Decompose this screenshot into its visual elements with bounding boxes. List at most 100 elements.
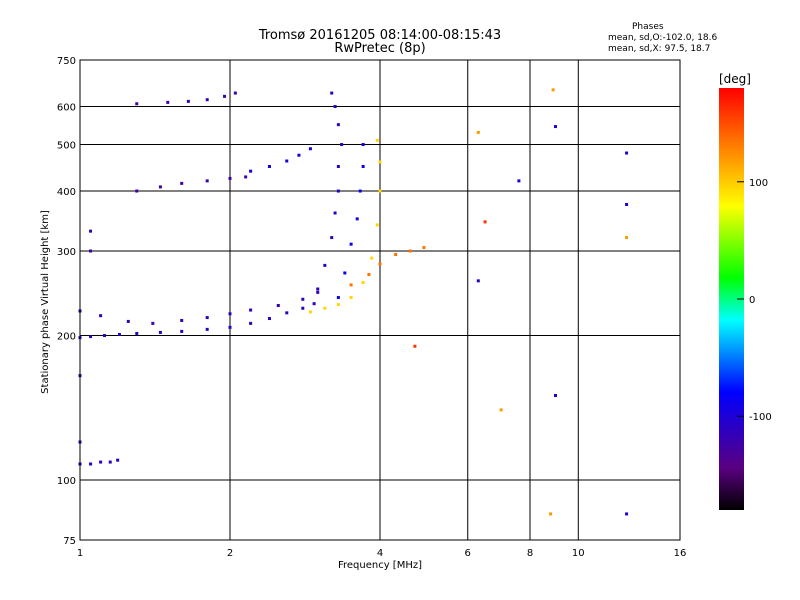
colorbar-tick-label: 100 <box>749 178 768 189</box>
data-point <box>117 332 121 336</box>
data-point <box>126 319 130 323</box>
data-point <box>205 327 209 331</box>
data-point <box>517 179 521 183</box>
y-axis-ticks: 75 100 200 300 400 500 600 750 <box>57 56 76 547</box>
x-axis-ticks: 1 2 4 6 8 10 16 <box>77 548 687 559</box>
data-point <box>333 105 337 109</box>
data-point <box>358 189 362 193</box>
y-tick-label: 100 <box>57 476 76 487</box>
data-point <box>549 512 553 516</box>
y-tick-label: 500 <box>57 141 76 152</box>
data-point <box>89 335 93 339</box>
data-point <box>361 143 365 147</box>
data-point <box>375 138 379 142</box>
x-axis-label: Frequency [MHz] <box>338 560 422 571</box>
data-point <box>625 512 629 516</box>
data-point <box>349 242 353 246</box>
data-point <box>625 202 629 206</box>
data-point <box>625 236 629 240</box>
y-tick-label: 75 <box>63 536 76 547</box>
data-point <box>186 99 190 103</box>
data-point <box>228 325 232 329</box>
x-tick-label: 2 <box>227 548 233 559</box>
data-point <box>349 283 353 287</box>
data-point <box>166 100 170 104</box>
data-points <box>78 88 629 516</box>
data-point <box>349 296 353 300</box>
data-point <box>228 312 232 316</box>
data-point <box>336 303 340 307</box>
data-point <box>378 160 382 164</box>
grid-lines <box>80 60 680 540</box>
data-point <box>408 249 412 253</box>
data-point <box>316 290 320 294</box>
chart-title: Tromsø 20161205 08:14:00-08:15:43 <box>258 28 502 43</box>
data-point <box>483 220 487 224</box>
data-point <box>308 310 312 314</box>
phases-heading: Phases <box>632 22 664 32</box>
data-point <box>180 318 184 322</box>
data-point <box>249 308 253 312</box>
x-tick-label: 4 <box>377 548 383 559</box>
data-point <box>308 147 312 151</box>
data-point <box>499 408 503 412</box>
data-point <box>336 189 340 193</box>
x-tick-label: 6 <box>465 548 471 559</box>
data-point <box>367 273 371 277</box>
data-point <box>378 189 382 193</box>
data-point <box>316 287 320 291</box>
data-point <box>361 280 365 284</box>
data-point <box>336 164 340 168</box>
colorbar-label: [deg] <box>719 72 751 86</box>
data-point <box>370 256 374 260</box>
colorbar-ticks: 100 0 -100 <box>737 178 772 423</box>
data-point <box>333 211 337 215</box>
data-point <box>301 306 305 310</box>
x-tick-label: 1 <box>77 548 83 559</box>
data-point <box>413 344 417 348</box>
data-point <box>108 460 112 464</box>
data-point <box>323 306 327 310</box>
data-point <box>301 297 305 301</box>
data-point <box>625 151 629 155</box>
data-point <box>99 314 103 318</box>
y-tick-label: 200 <box>57 332 76 343</box>
data-point <box>135 189 139 193</box>
phases-line-x: mean, sd,X: 97.5, 18.7 <box>608 44 711 54</box>
data-point <box>249 169 253 173</box>
data-point <box>223 94 227 98</box>
data-point <box>553 394 557 398</box>
data-point <box>355 217 359 221</box>
data-point <box>297 153 301 157</box>
data-point <box>228 176 232 180</box>
data-point <box>103 334 107 338</box>
phases-line-o: mean, sd,O:-102.0, 18.6 <box>608 33 718 43</box>
chart-subtitle: RwPretec (8p) <box>334 41 426 56</box>
data-point <box>476 279 480 283</box>
data-point <box>551 88 555 92</box>
colorbar-tick-label: -100 <box>749 412 772 423</box>
data-point <box>336 123 340 127</box>
data-point <box>422 246 426 250</box>
data-point <box>336 296 340 300</box>
data-point <box>116 458 120 462</box>
x-tick-label: 16 <box>674 548 687 559</box>
y-tick-label: 600 <box>57 103 76 114</box>
data-point <box>330 236 334 240</box>
data-point <box>158 185 162 189</box>
data-point <box>205 179 209 183</box>
data-point <box>323 263 327 267</box>
y-tick-label: 300 <box>57 247 76 258</box>
data-point <box>312 302 316 306</box>
data-point <box>151 321 155 325</box>
data-point <box>249 321 253 325</box>
data-point <box>89 249 93 253</box>
data-point <box>158 330 162 334</box>
data-point <box>276 303 280 307</box>
data-point <box>553 125 557 129</box>
data-point <box>89 229 93 233</box>
data-point <box>135 102 139 106</box>
data-point <box>99 460 103 464</box>
y-tick-label: 400 <box>57 187 76 198</box>
